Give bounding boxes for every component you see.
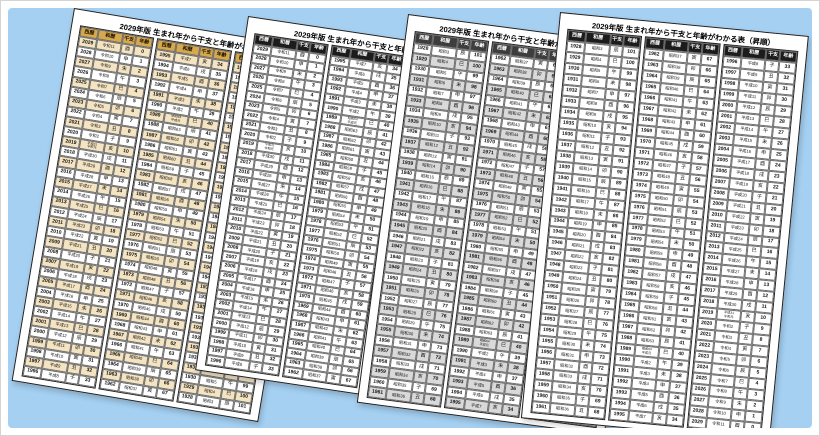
era-cell: 昭和36 (549, 402, 575, 417)
year-cell: 1962 (99, 378, 120, 392)
age-cell: 68 (423, 393, 442, 407)
age-cell: 68 (587, 406, 606, 420)
canvas: 2029年版 生まれ年から干支と年齢がわかる表 西暦 和暦 干支 年齢 2029 令和11 酉… (8, 8, 812, 428)
zodiac-cell: 酉 (729, 420, 745, 428)
era-cell: 平成7 (627, 410, 653, 424)
year-cell: 1961 (367, 386, 388, 400)
era-cell: 令和11 (705, 417, 731, 428)
age-cell: 67 (155, 387, 174, 401)
zodiac-cell: 丑 (573, 405, 589, 418)
age-cell: 67 (339, 375, 358, 388)
age-cell: 0 (743, 421, 762, 428)
year-cell: 1928 (177, 391, 197, 405)
age-cell: 33 (261, 363, 280, 376)
era-cell: 昭和36 (385, 388, 412, 403)
year-cell: 1962 (283, 366, 304, 379)
age-cell: 34 (665, 414, 684, 427)
age-cell: 101 (232, 400, 252, 414)
year-cell: 1996 (206, 355, 226, 368)
table-columns: 西暦 和暦 干支 年齢 1928 昭和3 辰 101 1929 昭和4 巳 100 1930 昭和5 午 99… (530, 28, 799, 428)
year-cell: 1961 (531, 401, 551, 414)
year-cell: 2029 (687, 416, 707, 428)
year-cell: 1995 (609, 408, 629, 422)
age-cell: 33 (78, 374, 97, 388)
year-cell: 1996 (22, 365, 43, 379)
zodiac-cell: 亥 (651, 412, 667, 426)
era-cell: 平成7 (463, 399, 489, 413)
year-cell: 1995 (445, 396, 465, 410)
age-cell: 34 (501, 404, 520, 417)
zodiac-cell: 丑 (409, 392, 425, 405)
document-page-4: 2029年版 生まれ年から干支と年齢がわかる表（昇順） 西暦 和暦 干支 年齢 1928 昭… (520, 12, 809, 428)
zodiac-cell: 亥 (487, 402, 503, 415)
